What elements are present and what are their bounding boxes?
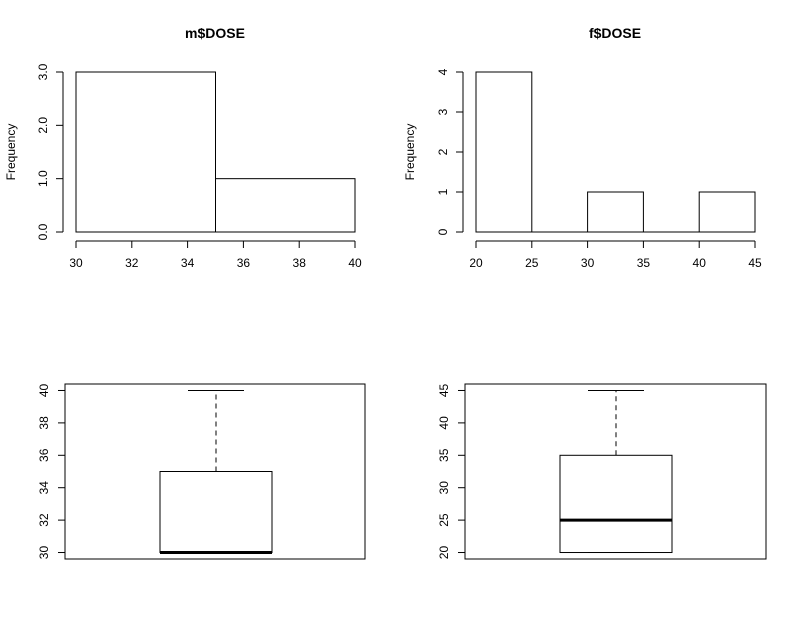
- y-axis-label-f-dose: Frequency: [403, 124, 417, 181]
- histogram-bar: [75, 71, 216, 233]
- x-tick-label: 35: [637, 256, 651, 270]
- y-tick-label: 35: [437, 448, 451, 462]
- y-tick-label: 3: [436, 108, 450, 115]
- x-tick-label: 40: [348, 256, 362, 270]
- y-tick-label: 0.0: [36, 223, 50, 240]
- y-tick-label: 20: [437, 546, 451, 560]
- y-tick-label: 30: [437, 481, 451, 495]
- y-tick-label: 1.0: [36, 170, 50, 187]
- y-tick-label: 34: [37, 481, 51, 495]
- y-axis-label-m-dose: Frequency: [4, 124, 18, 181]
- x-tick-label: 38: [293, 256, 307, 270]
- histogram-bar: [587, 191, 644, 233]
- x-tick-label: 34: [181, 256, 195, 270]
- x-tick-label: 36: [237, 256, 251, 270]
- box-iqr: [159, 471, 273, 554]
- chart-title-f-dose: f$DOSE: [589, 25, 641, 41]
- y-tick-label: 40: [37, 383, 51, 397]
- y-tick-label: 2.0: [36, 117, 50, 134]
- y-tick-label: 25: [437, 513, 451, 527]
- y-tick-label: 32: [37, 513, 51, 527]
- y-tick-label: 3.0: [36, 63, 50, 80]
- x-tick-label: 45: [748, 256, 762, 270]
- x-tick-label: 25: [525, 256, 539, 270]
- histogram-bar: [475, 71, 533, 233]
- x-tick-label: 40: [693, 256, 707, 270]
- x-tick-label: 30: [581, 256, 595, 270]
- histogram-bar: [215, 178, 356, 233]
- y-tick-label: 30: [37, 546, 51, 560]
- y-tick-label: 0: [436, 228, 450, 235]
- histogram-bar: [698, 191, 756, 233]
- y-tick-label: 45: [437, 383, 451, 397]
- y-tick-label: 1: [436, 188, 450, 195]
- chart-title-m-dose: m$DOSE: [185, 25, 245, 41]
- y-tick-label: 40: [437, 416, 451, 430]
- histogram-f-dose: f$DOSE Frequency 20 25 30 35 40 45 0 1 2 3 4: [403, 25, 762, 270]
- boxplot-f-dose: 20 25 30 35 40 45: [437, 383, 767, 560]
- x-tick-label: 32: [125, 256, 139, 270]
- y-tick-label: 4: [436, 68, 450, 75]
- x-tick-label: 20: [469, 256, 483, 270]
- y-tick-label: 38: [37, 416, 51, 430]
- histogram-m-dose: m$DOSE Frequency 30 32 34 36 38 40 0.0 1.0 2.0 3.…: [4, 25, 362, 270]
- x-tick-label: 30: [69, 256, 83, 270]
- boxplot-m-dose: 30 32 34 36 38 40: [37, 383, 366, 560]
- y-tick-label: 36: [37, 448, 51, 462]
- box-iqr: [559, 454, 673, 554]
- y-tick-label: 2: [436, 148, 450, 155]
